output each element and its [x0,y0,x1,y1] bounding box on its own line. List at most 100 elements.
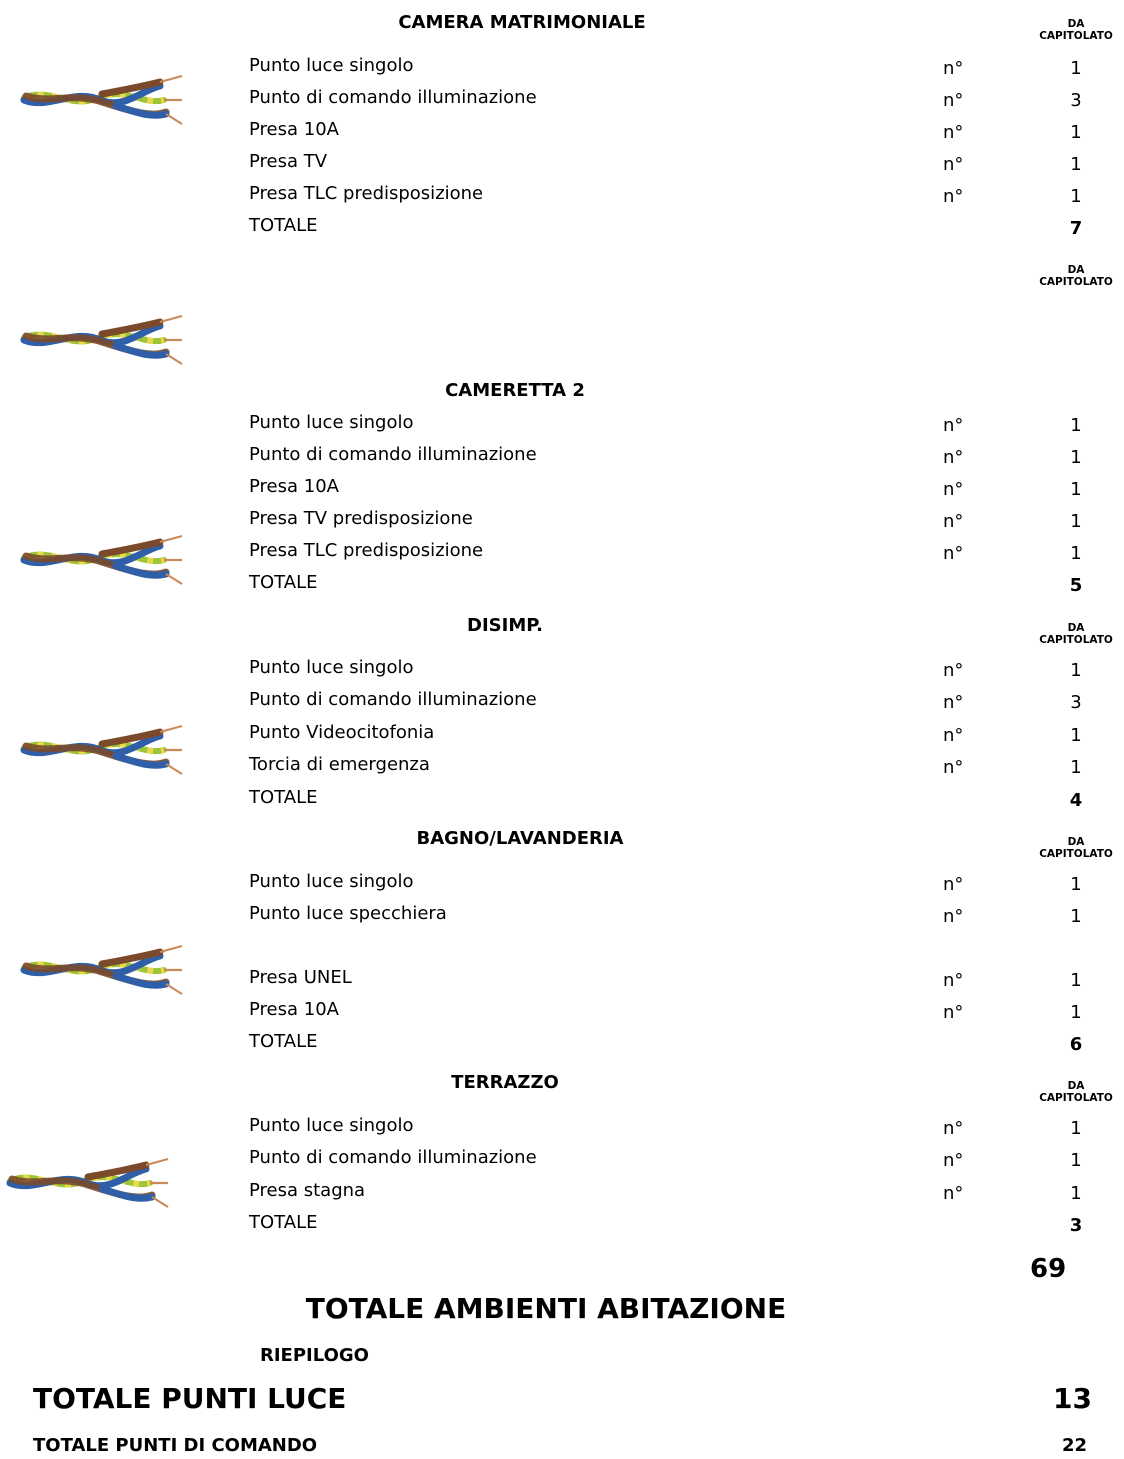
column-header: DA CAPITOLATO [1021,18,1124,42]
unit-label: n° [943,447,964,468]
section-title: BAGNO/LAVANDERIA [416,828,624,849]
column-header-line2: CAPITOLATO [1039,276,1113,288]
item-label: Presa UNEL [249,967,352,988]
column-header-line2: CAPITOLATO [1039,1092,1113,1104]
item-qty: 1 [1070,415,1082,436]
total-label: TOTALE [249,1031,318,1052]
item-label: Presa 10A [249,999,339,1020]
unit-label: n° [943,511,964,532]
total-label: TOTALE [249,572,318,593]
section-total: 3 [1069,1215,1083,1236]
column-header-line2: CAPITOLATO [1039,30,1113,42]
item-qty: 3 [1070,90,1082,111]
item-qty: 1 [1070,1118,1082,1139]
cable-icon [20,532,185,588]
unit-label: n° [943,906,964,927]
item-qty: 1 [1070,479,1082,500]
item-qty: 1 [1070,906,1082,927]
item-label: Presa 10A [249,476,339,497]
item-label: Presa TLC predisposizione [249,183,484,204]
unit-label: n° [943,874,964,895]
item-qty: 1 [1070,122,1082,143]
item-label: Punto luce singolo [249,412,414,433]
column-header: DA CAPITOLATO [1021,1080,1124,1104]
item-qty: 1 [1070,874,1082,895]
column-header: DA CAPITOLATO [1021,622,1124,646]
grand-total-title: TOTALE AMBIENTI ABITAZIONE [305,1292,787,1325]
section-total: 6 [1069,1034,1083,1055]
column-header: DA CAPITOLATO [1021,264,1124,288]
item-qty: 1 [1070,725,1082,746]
unit-label: n° [943,970,964,991]
item-qty: 1 [1070,58,1082,79]
summary-title: RIEPILOGO [260,1345,369,1366]
column-header: DA CAPITOLATO [1021,836,1124,860]
item-qty: 1 [1070,660,1082,681]
item-qty: 1 [1070,543,1082,564]
item-label: Punto Videocitofonia [249,722,435,743]
item-label: Presa TV [249,151,328,172]
cable-icon [6,1155,171,1211]
column-header-line1: DA [1067,264,1085,276]
total-punti-comando-label: TOTALE PUNTI DI COMANDO [33,1435,318,1456]
item-label: Presa 10A [249,119,339,140]
total-label: TOTALE [249,787,318,808]
item-label: Punto luce singolo [249,871,414,892]
total-label: TOTALE [249,1212,318,1233]
item-label: Punto luce singolo [249,55,414,76]
section-title: TERRAZZO [451,1072,559,1093]
unit-label: n° [943,415,964,436]
cable-icon [20,722,185,778]
section-title: DISIMP. [467,615,543,636]
total-punti-luce-label: TOTALE PUNTI LUCE [33,1382,347,1415]
item-qty: 1 [1070,186,1082,207]
item-label: Presa stagna [249,1180,366,1201]
unit-label: n° [943,122,964,143]
total-label: TOTALE [249,215,318,236]
unit-label: n° [943,692,964,713]
section-title: CAMERETTA 2 [445,380,585,401]
item-label: Punto luce singolo [249,657,414,678]
section-title: CAMERA MATRIMONIALE [398,12,646,33]
unit-label: n° [943,1150,964,1171]
cable-icon [20,942,185,998]
unit-label: n° [943,725,964,746]
item-qty: 1 [1070,970,1082,991]
item-qty: 1 [1070,1183,1082,1204]
section-total: 4 [1069,790,1083,811]
column-header-line2: CAPITOLATO [1039,848,1113,860]
unit-label: n° [943,1002,964,1023]
unit-label: n° [943,154,964,175]
item-label: Punto di comando illuminazione [249,1147,537,1168]
item-qty: 3 [1070,692,1082,713]
unit-label: n° [943,757,964,778]
unit-label: n° [943,1183,964,1204]
column-header-line1: DA [1067,836,1085,848]
unit-label: n° [943,90,964,111]
column-header-line2: CAPITOLATO [1039,634,1113,646]
unit-label: n° [943,543,964,564]
unit-label: n° [943,479,964,500]
item-label: Punto di comando illuminazione [249,444,537,465]
item-qty: 1 [1070,511,1082,532]
item-label: Punto di comando illuminazione [249,87,537,108]
item-label: Punto luce specchiera [249,903,447,924]
unit-label: n° [943,660,964,681]
cable-icon [20,72,185,128]
column-header-line1: DA [1067,622,1085,634]
column-header-line1: DA [1067,1080,1085,1092]
item-label: Punto luce singolo [249,1115,414,1136]
section-total: 7 [1069,218,1083,239]
unit-label: n° [943,186,964,207]
grand-total-value: 69 [1030,1254,1067,1284]
total-punti-luce-value: 13 [1053,1382,1092,1415]
column-header-line1: DA [1067,18,1085,30]
unit-label: n° [943,58,964,79]
item-label: Presa TLC predisposizione [249,540,484,561]
section-total: 5 [1069,575,1083,596]
total-punti-comando-value: 22 [1062,1435,1088,1456]
item-label: Presa TV predisposizione [249,508,473,529]
item-qty: 1 [1070,1150,1082,1171]
cable-icon [20,312,185,368]
item-qty: 1 [1070,154,1082,175]
